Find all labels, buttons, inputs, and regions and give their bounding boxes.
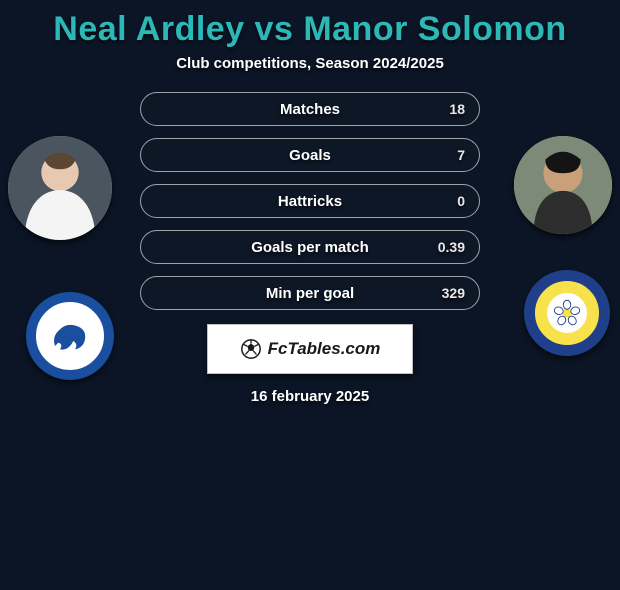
stat-right-value: 0.39 <box>438 239 465 255</box>
stat-row-matches: Matches 18 <box>140 92 480 126</box>
lion-icon <box>45 311 95 361</box>
soccer-ball-icon <box>240 338 262 360</box>
stats-container: Matches 18 Goals 7 Hattricks 0 Goals per… <box>140 92 480 310</box>
player-left-avatar <box>8 136 112 240</box>
branding-text: FcTables.com <box>268 339 381 359</box>
page-subtitle: Club competitions, Season 2024/2025 <box>0 55 620 72</box>
date-label: 16 february 2025 <box>0 388 620 405</box>
stat-right-value: 0 <box>457 193 465 209</box>
stat-row-goals-per-match: Goals per match 0.39 <box>140 230 480 264</box>
person-icon <box>514 136 612 234</box>
stat-label: Goals per match <box>251 239 369 256</box>
stat-right-value: 18 <box>449 101 465 117</box>
branding-badge: FcTables.com <box>207 324 413 374</box>
stat-label: Hattricks <box>278 193 342 210</box>
stat-right-value: 329 <box>442 285 465 301</box>
stat-label: Goals <box>289 147 331 164</box>
person-icon <box>8 136 112 240</box>
stat-label: Matches <box>280 101 340 118</box>
stat-row-min-per-goal: Min per goal 329 <box>140 276 480 310</box>
player-right-avatar <box>514 136 612 234</box>
stat-right-value: 7 <box>457 147 465 163</box>
page-title: Neal Ardley vs Manor Solomon <box>0 10 620 49</box>
rose-icon <box>552 298 582 328</box>
club-right-crest <box>524 270 610 356</box>
stat-row-hattricks: Hattricks 0 <box>140 184 480 218</box>
stat-row-goals: Goals 7 <box>140 138 480 172</box>
club-left-crest <box>26 292 114 380</box>
stat-label: Min per goal <box>266 285 354 302</box>
